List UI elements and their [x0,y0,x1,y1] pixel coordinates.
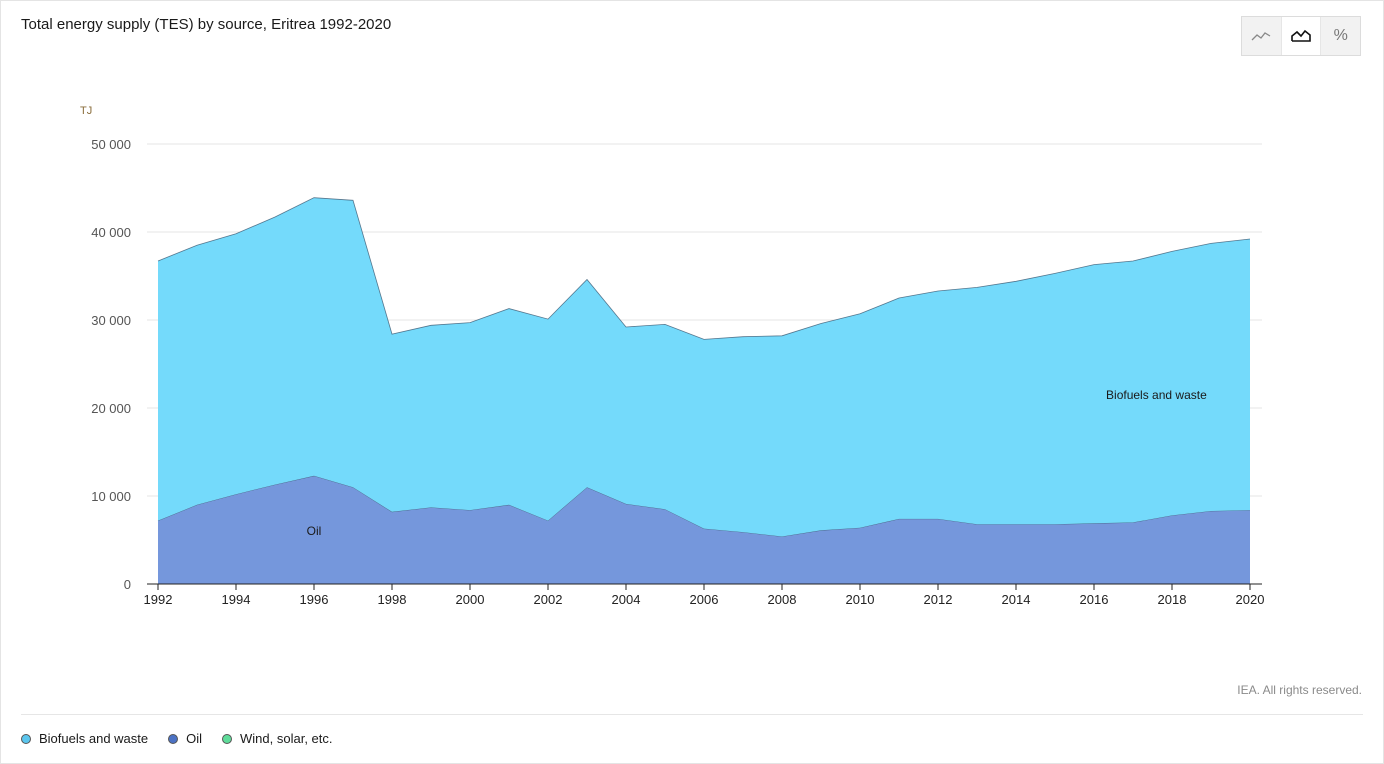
chart-type-toggle: % [1241,16,1361,56]
annotations: Oil Biofuels and waste [307,388,1207,538]
legend: Biofuels and waste Oil Wind, solar, etc. [21,731,333,746]
axis-labels: 0 10 000 20 000 30 000 40 000 50 000 TJ 1992 199… [80,105,1264,607]
percent-label: % [1333,27,1348,44]
x-tick-label: 2002 [534,592,563,607]
legend-item-oil[interactable]: Oil [168,731,202,746]
line-chart-icon [1251,32,1271,41]
legend-divider [21,714,1363,715]
x-tick-label: 2000 [456,592,485,607]
x-tick-label: 2014 [1002,592,1031,607]
x-tick-label: 2004 [612,592,641,607]
area-chart-button[interactable] [1280,17,1321,55]
legend-swatch-biofuels [21,733,31,744]
series-annotation: Biofuels and waste [1106,388,1207,402]
y-tick-label: 20 000 [91,401,131,416]
percent-button[interactable]: % [1320,17,1361,55]
legend-item-biofuels[interactable]: Biofuels and waste [21,731,148,746]
y-tick-label: 50 000 [91,137,131,152]
y-tick-label: 0 [124,577,131,592]
x-tick-label: 2016 [1080,592,1109,607]
series-areas [157,197,1251,584]
copyright-text: IEA. All rights reserved. [1237,683,1362,697]
x-tick-label: 1992 [144,592,173,607]
legend-swatch-oil [168,733,179,744]
legend-label-biofuels: Biofuels and waste [39,731,149,746]
x-tick-label: 1994 [222,592,251,607]
x-tick-label: 2018 [1158,592,1187,607]
y-tick-label: 10 000 [91,489,131,504]
x-tick-label: 1996 [300,592,329,607]
area-oil [158,475,1250,584]
y-tick-label: 40 000 [91,225,131,240]
x-tick-label: 2020 [1236,592,1265,607]
series-annotation: Oil [307,524,322,538]
y-tick-label: 30 000 [91,313,131,328]
line-chart-button[interactable] [1242,17,1281,55]
area-chart-icon [1291,29,1311,42]
x-tick-label: 2006 [690,592,719,607]
area-edge-biofuels-and-waste [157,197,1251,340]
legend-label-renewables: Wind, solar, etc. [240,731,333,746]
area-biofuels-and-waste [158,197,1250,537]
chart-title: Total energy supply (TES) by source, Eri… [21,16,392,33]
legend-swatch-renewables [222,733,233,744]
legend-label-oil: Oil [186,731,203,746]
y-unit-label: TJ [80,105,92,117]
axes [147,583,1262,590]
x-tick-label: 2010 [846,592,875,607]
x-tick-label: 2008 [768,592,797,607]
x-tick-label: 2012 [924,592,953,607]
legend-item-renewables[interactable]: Wind, solar, etc. [222,731,333,746]
x-tick-label: 1998 [378,592,407,607]
